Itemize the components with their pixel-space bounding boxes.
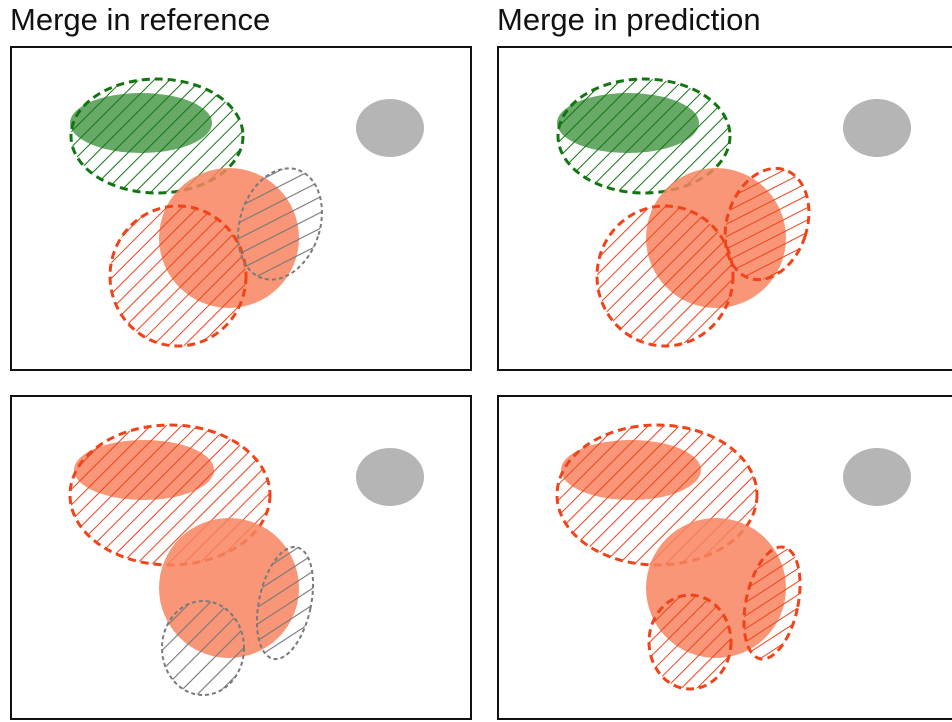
title-merge-in-prediction: Merge in prediction: [497, 2, 761, 37]
title-merge-in-reference: Merge in reference: [10, 2, 271, 37]
green-hatched-region: [556, 77, 732, 195]
green-hatched-region: [69, 77, 245, 195]
gray-hatched-region-bottom: [161, 600, 245, 696]
gray-hatched-region-right: [255, 545, 315, 661]
bottom-right-shapes: [555, 423, 911, 691]
top-left-shapes: [69, 77, 424, 348]
red-hatched-region-right: [723, 166, 811, 282]
red-hatched-region: [108, 204, 248, 348]
red-hatched-region-bottom: [647, 593, 733, 691]
gray-solid-blob: [356, 99, 424, 157]
gray-solid-blob: [843, 448, 911, 506]
gray-solid-blob: [843, 99, 911, 157]
gray-hatched-region: [237, 167, 323, 281]
red-hatched-region-right: [742, 545, 802, 661]
gray-solid-blob: [356, 448, 424, 506]
top-right-shapes: [556, 77, 911, 348]
red-hatched-region-left: [595, 204, 735, 348]
bottom-left-shapes: [68, 423, 424, 696]
